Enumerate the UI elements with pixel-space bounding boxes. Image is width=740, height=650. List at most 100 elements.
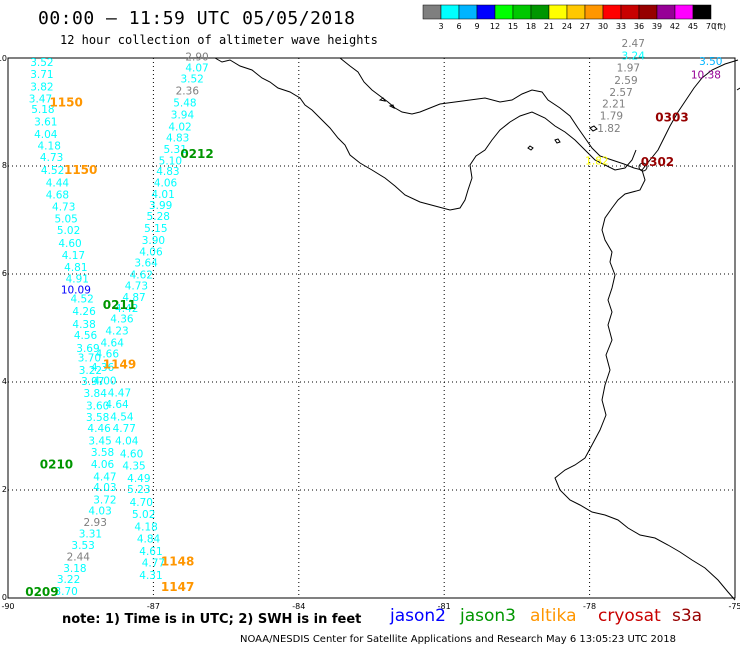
wave-height-value: 4.44 <box>46 178 70 190</box>
wave-height-value: 4.64 <box>105 399 129 411</box>
wave-height-value: 4.36 <box>110 314 134 326</box>
wave-height-value: 4.56 <box>74 330 98 342</box>
legend-bin-label: 36 <box>634 22 644 31</box>
wave-height-value: 3.52 <box>30 57 53 69</box>
wave-height-value: 2.59 <box>614 75 637 87</box>
wave-height-value: 4.04 <box>34 129 58 141</box>
axis-tick-labels: -90 -87 -84 -81 -78 -75 0 2 4 6 8 10 <box>0 54 740 611</box>
wave-height-value: 3.60 <box>86 401 109 413</box>
wave-height-value: 4.77 <box>142 558 165 570</box>
wave-height-value: 2.93 <box>84 517 107 529</box>
wave-height-value: 3.50 <box>699 56 722 68</box>
lat-lon-grid <box>7 57 736 599</box>
wave-height-value: 5.10 <box>159 155 182 167</box>
wave-height-value: 4.62 <box>130 269 153 281</box>
wave-height-value: 3.58 <box>86 412 109 424</box>
legend-bin-label: 45 <box>688 22 698 31</box>
wave-height-value: 4.03 <box>93 482 116 494</box>
pass-time-label: 0211 <box>103 298 136 312</box>
coastline <box>214 57 740 601</box>
pass-time-labels: 1150 1150 0212 0211 1149 0210 1148 1147 0209 0303… <box>25 96 688 599</box>
legend-bin-label: 15 <box>508 22 518 31</box>
legend-bin-label: 39 <box>652 22 662 31</box>
wave-height-value: 4.31 <box>139 570 162 582</box>
wave-height-value: 4.46 <box>87 423 111 435</box>
pass-time-label: 1149 <box>103 358 136 372</box>
wave-height-value: 4.35 <box>122 460 145 472</box>
color-legend: 3 6 9 12 15 18 21 24 27 30 33 36 39 42 45 70(ft) <box>422 4 726 31</box>
wave-height-value: 4.02 <box>168 121 191 133</box>
wave-height-value: 5.15 <box>144 223 167 235</box>
wave-height-value: 3.97 <box>81 376 104 388</box>
wave-height-value: 2.90 <box>185 52 208 64</box>
wave-height-observations: 3.523.713.823.475.183.614.044.184.734.52… <box>29 38 723 598</box>
wave-height-value: 5.31 <box>164 144 187 156</box>
pass-time-label: 0212 <box>180 147 213 161</box>
wave-height-value: 4.26 <box>72 306 96 318</box>
legend-bin-label: 21 <box>544 22 554 31</box>
pass-time-label: 1147 <box>161 580 194 594</box>
wave-height-value: 10.09 <box>61 284 91 296</box>
wave-height-value: 3.64 <box>134 257 158 269</box>
wave-height-value: 3.90 <box>142 235 165 247</box>
wave-height-value: 4.83 <box>166 133 189 145</box>
wave-height-value: 4.00 <box>93 376 116 388</box>
wave-height-value: 4.47 <box>93 471 116 483</box>
footer-note: note: 1) Time is in UTC; 2) SWH is in fe… <box>62 612 362 627</box>
wave-height-value: 2.21 <box>602 99 625 111</box>
map-title: 00:00 – 11:59 UTC 05/05/2018 <box>38 8 356 29</box>
pass-time-label: 0210 <box>40 457 73 471</box>
wave-height-value: 4.49 <box>127 473 150 485</box>
wave-height-value: 3.52 <box>180 73 203 85</box>
wave-height-value: 3.53 <box>71 540 94 552</box>
legend-bin-label: 30 <box>598 22 608 31</box>
wave-height-value: 3.69 <box>76 343 99 355</box>
wave-height-value: 3.22 <box>79 365 102 377</box>
wave-height-value: 1.82 <box>597 123 620 135</box>
wave-height-value: 5.28 <box>147 211 170 223</box>
wave-height-value: 4.77 <box>113 423 136 435</box>
wave-height-value: 4.23 <box>105 325 128 337</box>
wave-height-value: 5.05 <box>54 214 77 226</box>
wave-height-value: 5.18 <box>31 104 54 116</box>
satellite-legend-altika: altika <box>530 606 577 626</box>
wave-height-value: 3.99 <box>149 200 172 212</box>
wave-height-value: 3.72 <box>93 495 116 507</box>
pass-time-label: 1150 <box>49 96 82 110</box>
wave-height-value: 3.70 <box>54 586 77 598</box>
wave-height-value: 4.81 <box>64 262 87 274</box>
satellite-legend-s3a: s3a <box>672 606 703 626</box>
wave-height-value: 4.01 <box>151 189 174 201</box>
wave-height-value: 3.45 <box>88 436 111 448</box>
pass-time-label: 0303 <box>655 111 688 125</box>
wave-height-value: 3.71 <box>30 69 53 81</box>
wave-height-value: 4.83 <box>156 166 179 178</box>
legend-bin-label: 6 <box>456 22 461 31</box>
wave-height-value: 3.47 <box>29 93 52 105</box>
wave-height-value: 3.22 <box>57 574 80 586</box>
legend-bin-label: 42 <box>670 22 680 31</box>
wave-height-value: 3.18 <box>63 563 86 575</box>
wave-height-value: 2.47 <box>622 38 645 50</box>
wave-height-value: 3.70 <box>78 352 101 364</box>
wave-height-value: 4.60 <box>120 449 143 461</box>
wave-height-value: 4.66 <box>96 349 120 361</box>
lat-tick-label: 8 <box>2 161 7 170</box>
wave-height-value: 4.52 <box>70 294 93 306</box>
wave-height-value: 3.84 <box>84 388 108 400</box>
legend-bin-label: 33 <box>616 22 626 31</box>
legend-bin-label: 24 <box>562 22 572 31</box>
wave-height-value: 3.94 <box>171 109 195 121</box>
wave-height-value: 4.73 <box>40 152 63 164</box>
wave-height-value: 4.03 <box>88 505 111 517</box>
wave-height-value: 4.36 <box>91 362 115 374</box>
legend-bin-label: 9 <box>474 22 479 31</box>
wave-height-value: 4.47 <box>108 388 131 400</box>
wave-height-value: 2.44 <box>67 552 91 564</box>
legend-bin-label: 12 <box>490 22 500 31</box>
wave-height-value: 3.61 <box>34 117 57 129</box>
wave-height-value: 4.06 <box>139 247 163 259</box>
wave-height-value: 4.07 <box>185 63 208 75</box>
